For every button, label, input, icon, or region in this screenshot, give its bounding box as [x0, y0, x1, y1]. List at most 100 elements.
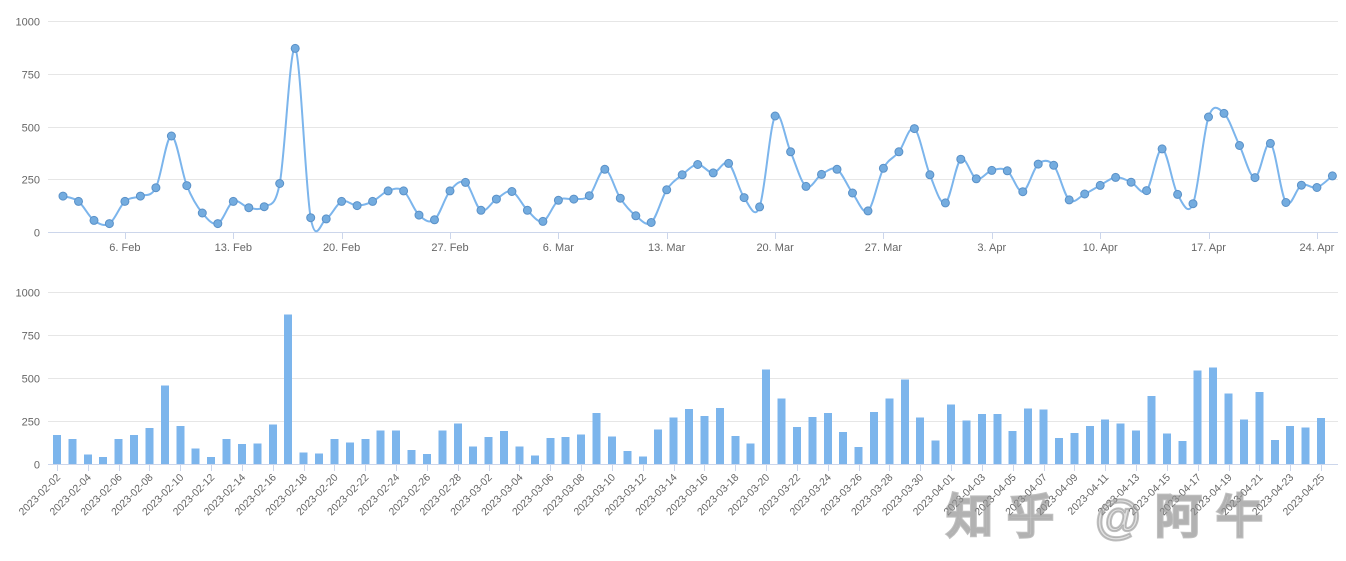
data-point-marker[interactable]	[197, 208, 207, 218]
bar[interactable]	[530, 455, 539, 464]
bar[interactable]	[762, 369, 771, 464]
data-point-marker[interactable]	[631, 211, 641, 221]
bar[interactable]	[469, 446, 478, 464]
bar[interactable]	[160, 385, 169, 464]
bar[interactable]	[1008, 431, 1017, 464]
bar[interactable]	[1116, 423, 1125, 464]
data-point-marker[interactable]	[182, 181, 192, 191]
bar[interactable]	[561, 437, 570, 464]
bar[interactable]	[345, 442, 354, 465]
bar[interactable]	[268, 424, 277, 464]
bar[interactable]	[715, 408, 724, 464]
data-point-marker[interactable]	[1157, 144, 1167, 154]
data-point-marker[interactable]	[925, 170, 935, 180]
bar[interactable]	[284, 314, 293, 464]
data-point-marker[interactable]	[909, 124, 919, 134]
data-point-marker[interactable]	[615, 193, 625, 203]
data-point-marker[interactable]	[507, 187, 517, 196]
bar[interactable]	[361, 439, 370, 464]
data-point-marker[interactable]	[522, 205, 532, 215]
data-point-marker[interactable]	[1312, 183, 1322, 192]
bar[interactable]	[808, 417, 817, 464]
bar[interactable]	[238, 444, 246, 464]
bar[interactable]	[1024, 408, 1033, 464]
bar[interactable]	[1286, 425, 1295, 464]
data-point-marker[interactable]	[399, 186, 409, 196]
bar[interactable]	[1085, 426, 1094, 464]
bar[interactable]	[53, 434, 61, 464]
data-point-marker[interactable]	[584, 191, 594, 201]
bar[interactable]	[176, 426, 185, 464]
bar[interactable]	[315, 453, 324, 464]
data-point-marker[interactable]	[538, 216, 548, 226]
bar[interactable]	[500, 431, 508, 464]
bar[interactable]	[746, 443, 755, 465]
data-point-marker[interactable]	[1188, 199, 1198, 209]
data-point-marker[interactable]	[1327, 171, 1337, 181]
data-point-marker[interactable]	[491, 194, 501, 204]
bar[interactable]	[623, 450, 632, 464]
data-point-marker[interactable]	[228, 196, 238, 206]
bar[interactable]	[1162, 433, 1171, 464]
bar[interactable]	[299, 452, 308, 464]
bar[interactable]	[1132, 430, 1140, 464]
data-point-marker[interactable]	[1126, 177, 1136, 187]
bar[interactable]	[68, 439, 77, 464]
bar[interactable]	[546, 438, 555, 464]
data-point-marker[interactable]	[956, 154, 966, 164]
bar[interactable]	[885, 398, 894, 464]
data-point-marker[interactable]	[166, 131, 176, 141]
bar[interactable]	[1301, 427, 1310, 464]
bar[interactable]	[376, 430, 385, 465]
bar[interactable]	[792, 426, 801, 464]
bar[interactable]	[407, 450, 416, 464]
bar[interactable]	[484, 437, 493, 464]
data-point-marker[interactable]	[1204, 112, 1213, 122]
bar[interactable]	[654, 429, 663, 464]
bar[interactable]	[900, 379, 909, 464]
bar[interactable]	[423, 454, 431, 464]
bar[interactable]	[515, 446, 524, 464]
data-point-marker[interactable]	[135, 191, 145, 201]
data-point-marker[interactable]	[213, 219, 223, 229]
data-point-marker[interactable]	[368, 196, 378, 206]
bar[interactable]	[145, 427, 154, 464]
data-point-marker[interactable]	[724, 158, 734, 168]
data-point-marker[interactable]	[1142, 186, 1152, 196]
data-point-marker[interactable]	[801, 181, 811, 191]
bar[interactable]	[1209, 367, 1218, 464]
bar[interactable]	[1240, 419, 1248, 464]
bar[interactable]	[1039, 409, 1048, 464]
bar[interactable]	[669, 417, 678, 464]
data-point-marker[interactable]	[383, 186, 393, 196]
data-point-marker[interactable]	[120, 196, 130, 206]
line-series-markers[interactable]	[58, 43, 1337, 229]
data-point-marker[interactable]	[894, 147, 904, 157]
bar-series[interactable]	[53, 314, 1325, 464]
bar[interactable]	[977, 413, 986, 464]
bar[interactable]	[83, 454, 92, 465]
data-point-marker[interactable]	[1033, 159, 1043, 169]
data-point-marker[interactable]	[321, 214, 331, 224]
data-point-marker[interactable]	[755, 202, 765, 212]
bar[interactable]	[114, 439, 123, 464]
data-point-marker[interactable]	[1018, 187, 1028, 197]
bar[interactable]	[130, 434, 139, 464]
bar[interactable]	[823, 412, 832, 464]
data-point-marker[interactable]	[1095, 180, 1105, 190]
data-point-marker[interactable]	[600, 164, 610, 174]
data-point-marker[interactable]	[151, 183, 161, 193]
data-point-marker[interactable]	[461, 177, 470, 187]
data-point-marker[interactable]	[1250, 173, 1260, 183]
bar[interactable]	[854, 446, 863, 464]
data-point-marker[interactable]	[476, 205, 486, 215]
data-point-marker[interactable]	[104, 219, 114, 229]
data-point-marker[interactable]	[739, 193, 749, 203]
bar[interactable]	[777, 398, 786, 464]
bar[interactable]	[993, 414, 1002, 464]
data-point-marker[interactable]	[1235, 141, 1244, 150]
bar[interactable]	[1270, 439, 1279, 464]
bar[interactable]	[453, 423, 462, 464]
data-point-marker[interactable]	[1111, 172, 1121, 182]
bar[interactable]	[392, 430, 401, 465]
